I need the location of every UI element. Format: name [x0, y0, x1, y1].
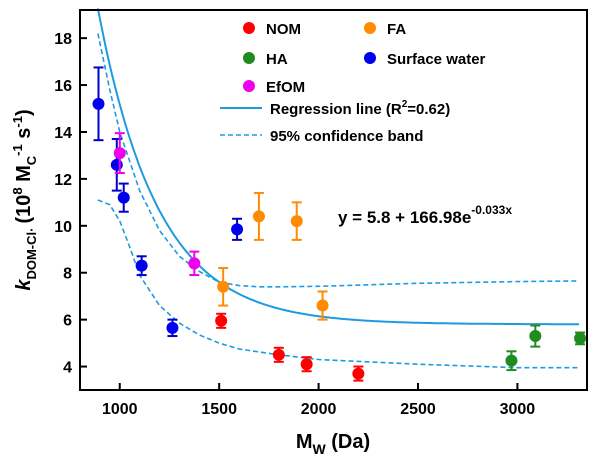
legend-marker-ha — [243, 52, 255, 64]
point-surface-water — [166, 321, 179, 334]
legend-marker-efom — [243, 80, 255, 92]
point-fa — [252, 210, 265, 223]
point-nom — [352, 367, 365, 380]
regression-line-group — [96, 8, 579, 326]
y-tick-label: 8 — [63, 266, 72, 283]
point-ha — [529, 330, 542, 343]
y-tick-label: 10 — [54, 219, 72, 236]
y-tick-label: 12 — [54, 172, 72, 189]
point-fa — [316, 299, 329, 312]
x-tick-label: 2500 — [400, 401, 436, 418]
point-fa — [290, 215, 303, 228]
x-tick-label: 2000 — [301, 401, 337, 418]
point-efom — [113, 147, 126, 160]
y-tick-label: 6 — [63, 313, 72, 330]
point-nom — [272, 348, 285, 361]
point-surface-water — [135, 259, 148, 272]
point-nom — [215, 314, 228, 327]
legend-label-confidence: 95% confidence band — [270, 128, 423, 145]
legend-marker-nom — [243, 22, 255, 34]
point-ha — [574, 332, 587, 345]
point-surface-water — [110, 158, 123, 171]
confidence-band-upper — [97, 33, 580, 288]
y-tick-label: 14 — [54, 125, 72, 142]
legend-label-nom: NOM — [266, 21, 301, 38]
y-tick-label: 16 — [54, 78, 72, 95]
regression-equation: y = 5.8 + 166.98e-0.033x — [338, 203, 512, 227]
x-tick-label: 1500 — [201, 401, 237, 418]
point-ha — [505, 354, 518, 367]
legend: NOM FA HA Surface water EfOM Regression … — [220, 21, 486, 145]
axis-ticks: 1000 1500 2000 2500 3000 4 6 8 10 12 14 16 18 — [54, 31, 535, 418]
point-nom — [300, 358, 313, 371]
legend-label-surface-water: Surface water — [387, 51, 486, 68]
point-surface-water — [231, 223, 244, 236]
point-surface-water — [117, 191, 130, 204]
legend-label-regression: Regression line (R2=0.62) — [270, 99, 450, 118]
y-tick-label: 18 — [54, 31, 72, 48]
plot-frame — [79, 9, 588, 391]
data-points — [92, 66, 587, 382]
legend-marker-fa — [364, 22, 376, 34]
x-tick-label: 3000 — [500, 401, 536, 418]
legend-label-efom: EfOM — [266, 79, 305, 96]
confidence-band-lower — [97, 199, 579, 369]
regression-line — [96, 8, 579, 326]
legend-label-ha: HA — [266, 51, 288, 68]
x-axis-title: MW (Da) — [296, 431, 370, 457]
y-axis-title: kDOM-Cl·(108 MC-1 s-1) — [10, 109, 39, 290]
x-tick-label: 1000 — [102, 401, 138, 418]
point-efom — [188, 257, 201, 270]
point-surface-water — [92, 97, 105, 110]
legend-marker-surface-water — [364, 52, 376, 64]
y-tick-label: 4 — [63, 360, 72, 377]
confidence-bands — [97, 33, 580, 369]
legend-label-fa: FA — [387, 21, 406, 38]
point-fa — [217, 280, 230, 293]
